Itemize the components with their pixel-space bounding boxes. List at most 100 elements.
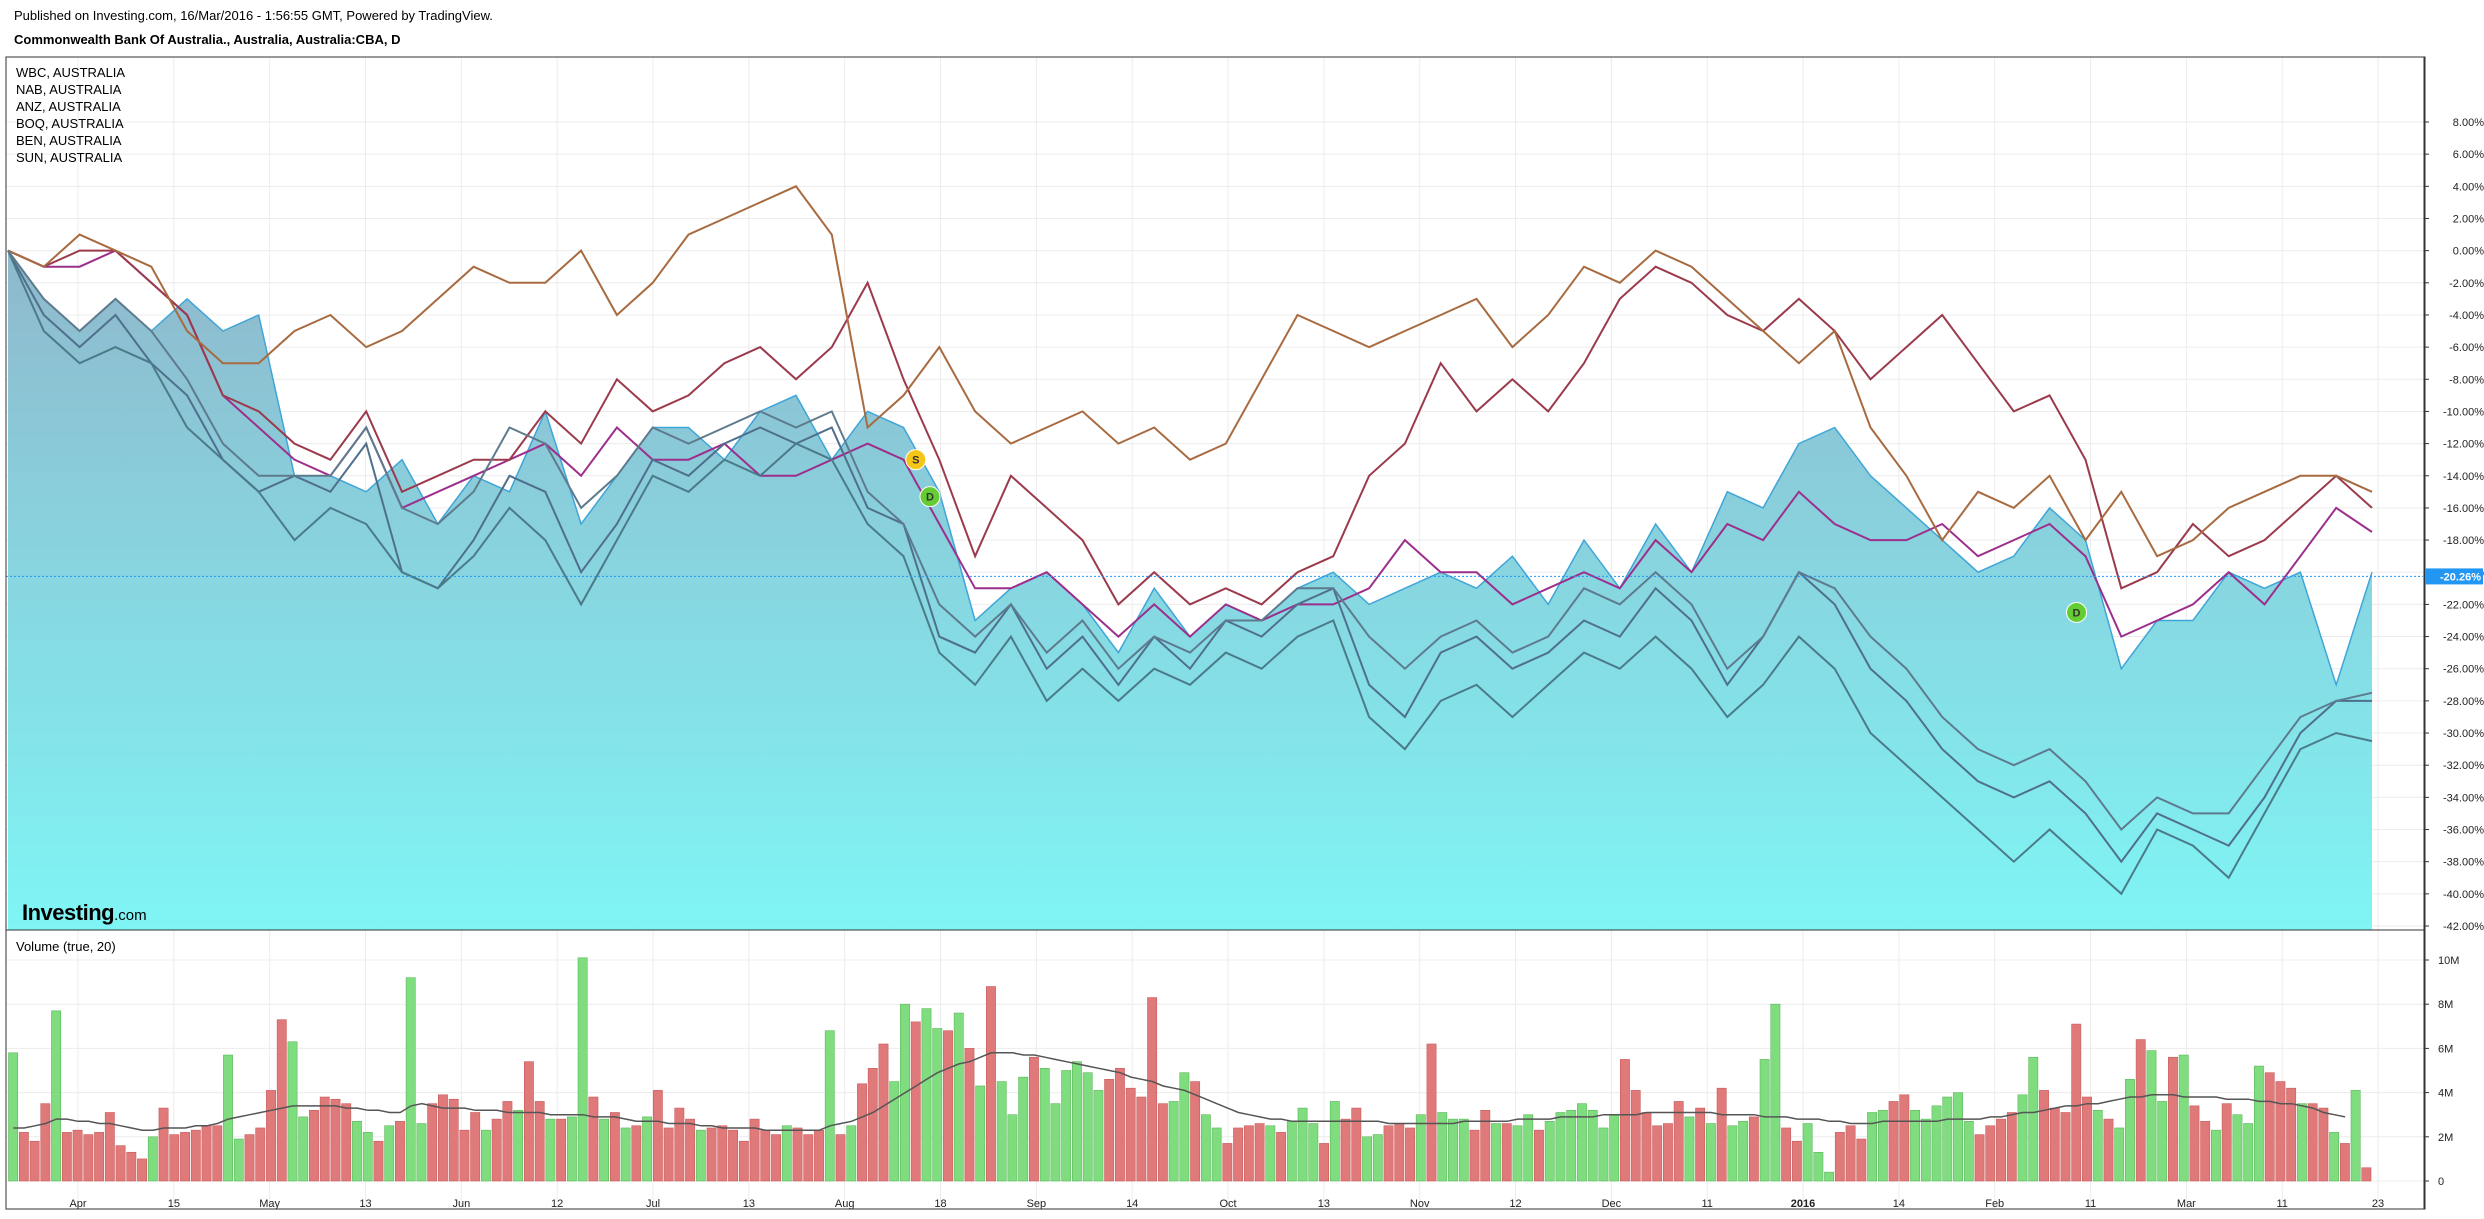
volume-bar[interactable] bbox=[83, 1134, 94, 1182]
volume-bar[interactable] bbox=[470, 1112, 481, 1182]
volume-bar[interactable] bbox=[685, 1118, 696, 1182]
series-line-ben[interactable] bbox=[7, 250, 2373, 896]
volume-bar[interactable] bbox=[1200, 1114, 1211, 1182]
legend-item-ben[interactable]: BEN, AUSTRALIA bbox=[16, 133, 122, 148]
volume-bar[interactable] bbox=[642, 1116, 653, 1182]
volume-bar[interactable] bbox=[2264, 1072, 2275, 1182]
volume-bar[interactable] bbox=[1684, 1116, 1695, 1182]
volume-bar[interactable] bbox=[1136, 1096, 1147, 1182]
volume-bar[interactable] bbox=[1953, 1092, 1963, 1182]
volume-bar[interactable] bbox=[2243, 1123, 2254, 1182]
volume-bar[interactable] bbox=[233, 1138, 244, 1182]
volume-bar[interactable] bbox=[1233, 1127, 1244, 1182]
volume-bar[interactable] bbox=[2200, 1121, 2211, 1182]
volume-bar[interactable] bbox=[846, 1125, 857, 1182]
volume-bar[interactable] bbox=[1695, 1107, 1706, 1182]
volume-bar[interactable] bbox=[1426, 1043, 1437, 1182]
volume-bar[interactable] bbox=[674, 1107, 685, 1182]
legend-item-sun[interactable]: SUN, AUSTRALIA bbox=[16, 150, 123, 165]
volume-bar[interactable] bbox=[728, 1129, 738, 1182]
volume-bar[interactable] bbox=[362, 1132, 373, 1182]
volume-bar[interactable] bbox=[1157, 1103, 1168, 1182]
volume-bar[interactable] bbox=[427, 1103, 438, 1182]
volume-bar[interactable] bbox=[212, 1125, 223, 1182]
volume-bar[interactable] bbox=[1072, 1061, 1082, 1182]
volume-moving-average[interactable] bbox=[13, 1052, 2346, 1131]
volume-bar[interactable] bbox=[2296, 1103, 2307, 1182]
volume-bar[interactable] bbox=[1802, 1123, 1813, 1182]
volume-bar[interactable] bbox=[72, 1129, 83, 1182]
volume-bar[interactable] bbox=[695, 1129, 706, 1182]
volume-bar[interactable] bbox=[1673, 1101, 1684, 1182]
volume-bar[interactable] bbox=[2017, 1094, 2028, 1182]
volume-bar[interactable] bbox=[384, 1125, 395, 1182]
volume-bar[interactable] bbox=[1738, 1121, 1749, 1182]
volume-bar[interactable] bbox=[1222, 1143, 1233, 1182]
volume-bar[interactable] bbox=[1480, 1109, 1491, 1182]
volume-bar[interactable] bbox=[609, 1112, 620, 1182]
volume-bar[interactable] bbox=[448, 1098, 459, 1182]
volume-bar[interactable] bbox=[1082, 1072, 1093, 1182]
volume-bar[interactable] bbox=[61, 1132, 72, 1182]
volume-bar[interactable] bbox=[2168, 1056, 2178, 1182]
volume-bar[interactable] bbox=[1824, 1171, 1835, 1182]
volume-bar[interactable] bbox=[1534, 1129, 1544, 1182]
series-line-anz[interactable] bbox=[7, 185, 2373, 558]
volume-bar[interactable] bbox=[405, 977, 416, 1182]
volume-bar[interactable] bbox=[2092, 1109, 2103, 1182]
volume-bar[interactable] bbox=[2146, 1050, 2157, 1182]
volume-bar[interactable] bbox=[1179, 1072, 1190, 1182]
volume-bar[interactable] bbox=[1018, 1076, 1029, 1182]
volume-bar[interactable] bbox=[556, 1118, 567, 1182]
volume-bar[interactable] bbox=[395, 1121, 405, 1182]
legend-item-boq[interactable]: BOQ, AUSTRALIA bbox=[16, 116, 124, 131]
volume-bar[interactable] bbox=[1781, 1127, 1792, 1182]
volume-bar[interactable] bbox=[2006, 1112, 2017, 1182]
volume-bar[interactable] bbox=[577, 957, 588, 1182]
event-marker-s[interactable] bbox=[905, 449, 927, 471]
volume-indicator-label[interactable]: Volume (true, 20) bbox=[16, 939, 116, 954]
volume-bar[interactable] bbox=[158, 1107, 169, 1182]
volume-bar[interactable] bbox=[1544, 1121, 1555, 1182]
volume-bar[interactable] bbox=[1265, 1125, 1276, 1182]
volume-bar[interactable] bbox=[40, 1103, 51, 1182]
volume-bar[interactable] bbox=[1276, 1132, 1287, 1182]
volume-bar[interactable] bbox=[1555, 1112, 1566, 1182]
volume-bar[interactable] bbox=[652, 1090, 663, 1182]
volume-bar[interactable] bbox=[1834, 1132, 1845, 1182]
volume-bar[interactable] bbox=[792, 1127, 803, 1182]
volume-bar[interactable] bbox=[663, 1127, 674, 1182]
volume-bar[interactable] bbox=[1297, 1107, 1308, 1182]
volume-bar[interactable] bbox=[889, 1081, 900, 1182]
volume-bar[interactable] bbox=[1254, 1123, 1265, 1182]
volume-bar[interactable] bbox=[29, 1140, 40, 1182]
volume-bar[interactable] bbox=[1383, 1125, 1394, 1182]
volume-bar[interactable] bbox=[545, 1118, 556, 1182]
volume-bar[interactable] bbox=[1609, 1114, 1620, 1182]
volume-bar[interactable] bbox=[1899, 1094, 1910, 1182]
volume-bar[interactable] bbox=[51, 1010, 62, 1182]
volume-bar[interactable] bbox=[126, 1151, 137, 1182]
volume-bar[interactable] bbox=[94, 1132, 105, 1182]
volume-bar[interactable] bbox=[1415, 1114, 1426, 1182]
volume-bar[interactable] bbox=[1791, 1140, 1802, 1182]
volume-bar[interactable] bbox=[1061, 1070, 1072, 1182]
volume-bar[interactable] bbox=[835, 1134, 846, 1182]
volume-bar[interactable] bbox=[2157, 1101, 2168, 1182]
volume-bar[interactable] bbox=[803, 1134, 814, 1182]
volume-bar[interactable] bbox=[1577, 1103, 1587, 1182]
volume-bar[interactable] bbox=[137, 1158, 147, 1182]
volume-bar[interactable] bbox=[480, 1129, 491, 1182]
volume-bar[interactable] bbox=[319, 1096, 330, 1182]
volume-bar[interactable] bbox=[566, 1116, 577, 1182]
volume-bar[interactable] bbox=[1372, 1134, 1383, 1182]
volume-bar[interactable] bbox=[1190, 1081, 1201, 1182]
volume-bar[interactable] bbox=[2350, 1090, 2361, 1182]
volume-bar[interactable] bbox=[255, 1127, 266, 1182]
volume-bar[interactable] bbox=[1286, 1121, 1297, 1182]
volume-bar[interactable] bbox=[2189, 1105, 2200, 1182]
volume-bar[interactable] bbox=[1458, 1118, 1469, 1182]
volume-bar[interactable] bbox=[1856, 1138, 1867, 1182]
volume-bar[interactable] bbox=[190, 1129, 201, 1182]
